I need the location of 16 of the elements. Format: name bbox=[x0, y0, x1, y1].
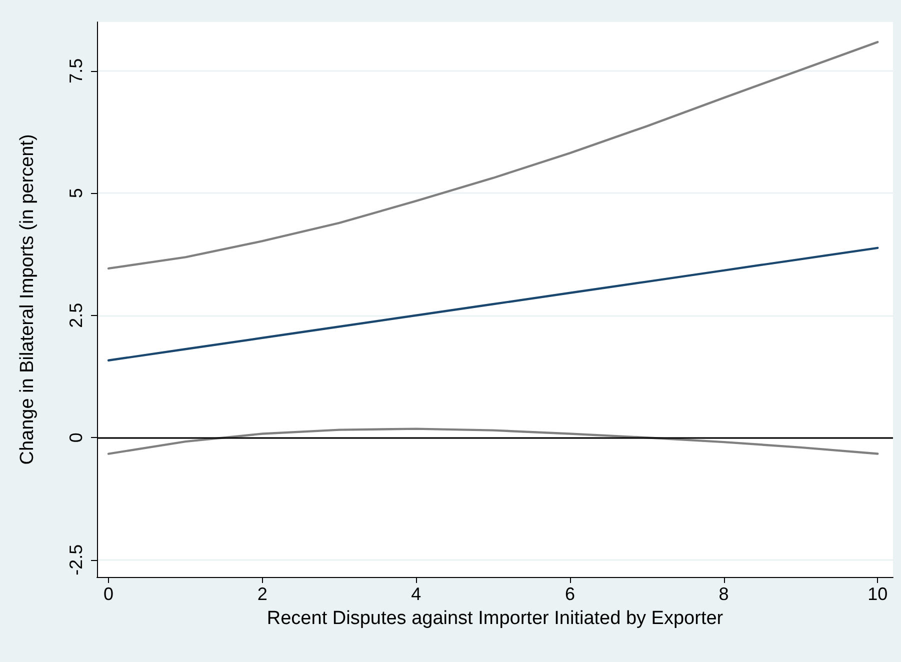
y-tick-label: 7.5 bbox=[66, 58, 86, 84]
line-series bbox=[107, 428, 879, 455]
x-tick-label: 8 bbox=[718, 584, 729, 604]
x-tick-label: 2 bbox=[257, 584, 268, 604]
x-tick-label: 10 bbox=[868, 584, 888, 604]
x-tick-label: 0 bbox=[104, 584, 114, 604]
x-tick-label: 6 bbox=[564, 584, 575, 604]
x-tick-label: 4 bbox=[411, 584, 422, 604]
y-tick-label: 0 bbox=[66, 432, 86, 443]
line-series bbox=[107, 40, 879, 270]
y-tick-label: 5 bbox=[66, 188, 86, 198]
y-tick-label: 2.5 bbox=[66, 302, 86, 328]
line-series bbox=[107, 246, 879, 362]
y-tick-label: -2.5 bbox=[66, 544, 86, 576]
y-axis-title: Change in Bilateral Imports (in percent) bbox=[17, 134, 38, 465]
x-axis-title: Recent Disputes against Importer Initiated by Exporter bbox=[266, 608, 724, 629]
